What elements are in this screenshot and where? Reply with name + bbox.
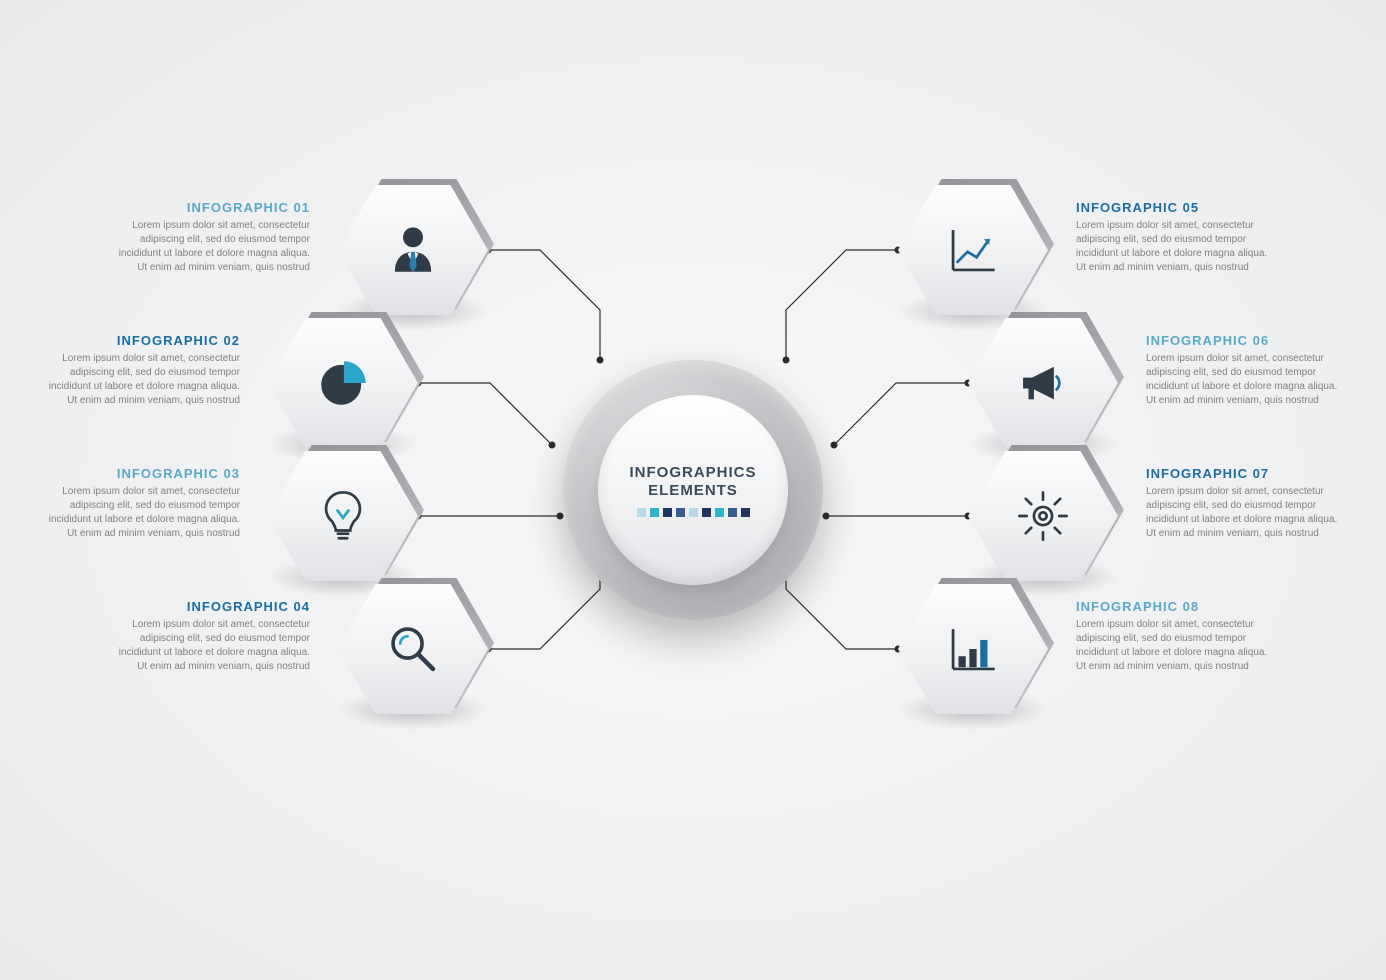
text-body-4: Lorem ipsum dolor sit amet, consectetur … [110,618,310,674]
text-block-1: INFOGRAPHIC 01 Lorem ipsum dolor sit amet… [110,200,310,275]
center-square [663,508,672,517]
center-title-line1: INFOGRAPHICS [629,464,756,481]
text-heading-1: INFOGRAPHIC 01 [110,200,310,215]
infographic-stage: INFOGRAPHICS ELEMENTS INFOGRAPHIC 01 Lore… [0,0,1386,980]
text-heading-8: INFOGRAPHIC 08 [1076,599,1276,614]
text-block-4: INFOGRAPHIC 04 Lorem ipsum dolor sit amet… [110,599,310,674]
megaphone-icon [1014,354,1072,412]
text-block-6: INFOGRAPHIC 06 Lorem ipsum dolor sit amet… [1146,333,1346,408]
center-title: INFOGRAPHICS ELEMENTS [629,464,756,500]
text-block-5: INFOGRAPHIC 05 Lorem ipsum dolor sit amet… [1076,200,1276,275]
connector-1 [488,250,600,360]
text-heading-7: INFOGRAPHIC 07 [1146,466,1346,481]
text-body-3: Lorem ipsum dolor sit amet, consectetur … [40,485,240,541]
center-square [637,508,646,517]
text-block-7: INFOGRAPHIC 07 Lorem ipsum dolor sit amet… [1146,466,1346,541]
hex-node-7 [968,451,1118,581]
connector-6 [834,383,968,445]
magnifier-icon [384,620,442,678]
connector-4 [488,559,600,649]
connector-dot [557,513,564,520]
text-heading-4: INFOGRAPHIC 04 [110,599,310,614]
center-square [676,508,685,517]
connector-2 [418,383,552,445]
connector-dot [831,442,838,449]
growth-icon [944,221,1002,279]
connector-8 [786,559,898,649]
center-squares [637,508,750,517]
connector-dot [597,357,604,364]
text-body-8: Lorem ipsum dolor sit amet, consectetur … [1076,618,1276,674]
text-heading-6: INFOGRAPHIC 06 [1146,333,1346,348]
hex-node-3 [268,451,418,581]
text-body-5: Lorem ipsum dolor sit amet, consectetur … [1076,219,1276,275]
user-icon [384,221,442,279]
text-heading-5: INFOGRAPHIC 05 [1076,200,1276,215]
text-heading-2: INFOGRAPHIC 02 [40,333,240,348]
hex-node-1 [338,185,488,315]
center-title-line2: ELEMENTS [648,482,738,499]
hex-node-4 [338,584,488,714]
text-body-2: Lorem ipsum dolor sit amet, consectetur … [40,352,240,408]
center-square [728,508,737,517]
bulb-icon [314,487,372,545]
center-square [741,508,750,517]
text-body-1: Lorem ipsum dolor sit amet, consectetur … [110,219,310,275]
connector-dot [549,442,556,449]
hex-node-6 [968,318,1118,448]
text-heading-3: INFOGRAPHIC 03 [40,466,240,481]
center-square [689,508,698,517]
text-block-2: INFOGRAPHIC 02 Lorem ipsum dolor sit amet… [40,333,240,408]
connector-dot [783,357,790,364]
connector-dot [823,513,830,520]
center-square [702,508,711,517]
barchart-icon [944,620,1002,678]
gear-icon [1014,487,1072,545]
text-body-7: Lorem ipsum dolor sit amet, consectetur … [1146,485,1346,541]
connector-5 [786,250,898,360]
text-block-8: INFOGRAPHIC 08 Lorem ipsum dolor sit amet… [1076,599,1276,674]
center-square [650,508,659,517]
text-body-6: Lorem ipsum dolor sit amet, consectetur … [1146,352,1346,408]
text-block-3: INFOGRAPHIC 03 Lorem ipsum dolor sit amet… [40,466,240,541]
hex-node-5 [898,185,1048,315]
center-square [715,508,724,517]
hex-node-8 [898,584,1048,714]
piechart-icon [314,354,372,412]
hex-node-2 [268,318,418,448]
center-ring: INFOGRAPHICS ELEMENTS [563,360,823,620]
center-inner: INFOGRAPHICS ELEMENTS [598,395,788,585]
